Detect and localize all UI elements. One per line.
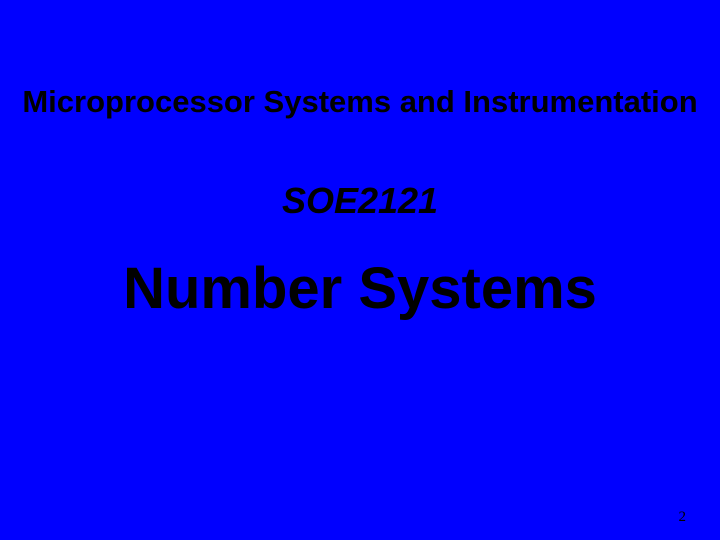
page-number: 2 <box>679 509 687 526</box>
slide-container: Microprocessor Systems and Instrumentati… <box>0 0 720 540</box>
topic-title: Number Systems <box>0 255 720 322</box>
course-title: Microprocessor Systems and Instrumentati… <box>0 84 720 120</box>
course-code: SOE2121 <box>0 180 720 222</box>
